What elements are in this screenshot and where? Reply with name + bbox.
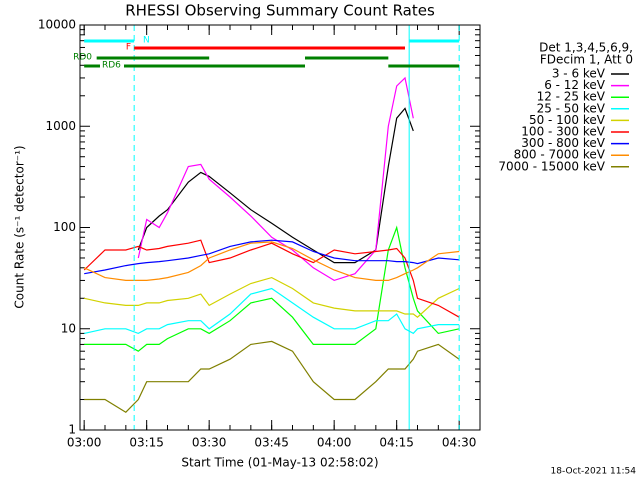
y-tick-label: 10 — [61, 321, 76, 335]
flag-label: F — [126, 43, 131, 53]
flag-label: N — [143, 36, 150, 46]
legend-label: 300 - 800 keV — [521, 136, 605, 150]
series-line — [84, 276, 460, 318]
legend-title: FDecim 1, Att 0 — [540, 53, 633, 67]
plot-frame — [79, 24, 481, 431]
series-line — [83, 241, 460, 281]
x-tick-label: 03:00 — [67, 436, 102, 450]
y-tick-label: 10000 — [38, 18, 76, 32]
footer: 18-Oct-2021 11:54 — [551, 467, 637, 477]
legend-label: 50 - 100 keV — [529, 113, 606, 127]
flag-label: RD6 — [102, 61, 121, 71]
chart-title: RHESSI Observing Summary Count Rates — [125, 2, 435, 20]
series-line — [84, 225, 460, 352]
flag-label-bg — [100, 60, 124, 72]
legend-label: 800 - 7000 keV — [514, 148, 606, 162]
series-line — [84, 340, 460, 413]
y-tick-label: 1 — [68, 423, 76, 437]
legend-label: 100 - 300 keV — [521, 125, 605, 139]
legend-label: 25 - 50 keV — [537, 101, 606, 115]
x-axis-label: Start Time (01-May-13 02:58:02) — [181, 456, 378, 470]
x-tick-label: 03:15 — [129, 436, 164, 450]
series-line — [83, 239, 460, 318]
x-tick-label: 03:30 — [192, 436, 227, 450]
series-line — [84, 287, 460, 335]
series-line — [84, 239, 460, 275]
legend-label: 3 - 6 keV — [552, 67, 606, 81]
legend-title: Det 1,3,4,5,6,9, — [539, 41, 633, 55]
legend-label: 6 - 12 keV — [544, 78, 606, 92]
series-line — [137, 76, 414, 282]
flag-label: RD0 — [73, 53, 92, 63]
y-tick-label: 100 — [53, 220, 76, 234]
y-axis-label: Count Rate (s⁻¹ detector⁻¹) — [13, 145, 27, 308]
x-tick-label: 04:30 — [442, 436, 477, 450]
series-line — [137, 107, 414, 264]
legend-label: 12 - 25 keV — [537, 90, 606, 104]
x-tick-label: 03:45 — [254, 436, 289, 450]
legend-label: 7000 - 15000 keV — [498, 159, 605, 173]
x-tick-label: 04:00 — [317, 436, 352, 450]
x-tick-label: 04:15 — [379, 436, 414, 450]
y-tick-label: 1000 — [45, 119, 76, 133]
